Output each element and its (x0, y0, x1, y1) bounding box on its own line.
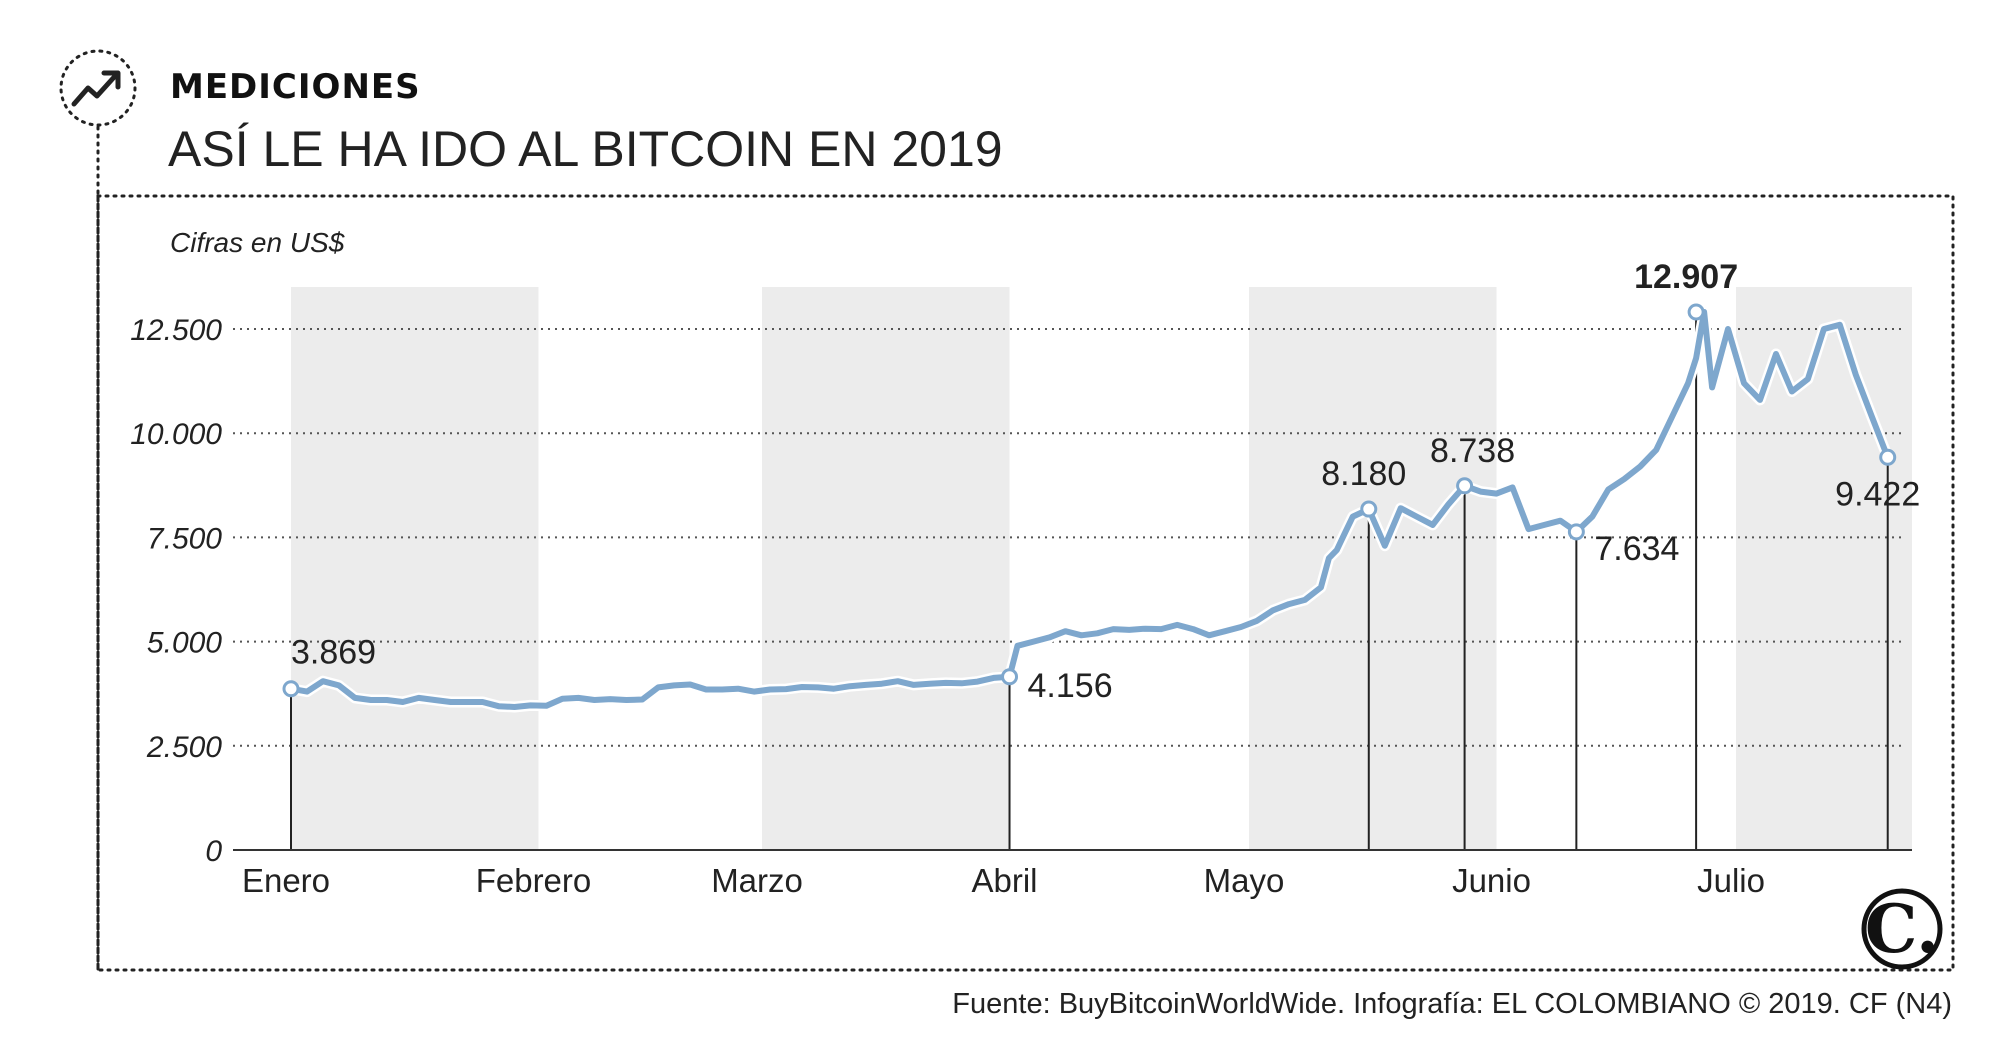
month-band-mayo (1249, 287, 1497, 850)
annotation-marker (1360, 500, 1378, 518)
annotation-label: 9.422 (1835, 475, 1920, 513)
annotation-labels: 3.869 4.156 8.180 8.738 7.634 12.907 9.422 (291, 258, 1920, 705)
logo-letter: C. (1865, 890, 1939, 968)
series-line (288, 309, 1891, 710)
y-tick-label: 5.000 (147, 627, 222, 660)
y-tick-label: 12.500 (130, 314, 222, 347)
chart-subtitle: Cifras en US$ (170, 227, 345, 258)
annotation-leaders (290, 312, 1889, 850)
series-line-layer (285, 306, 1894, 713)
x-tick-label: Abril (972, 862, 1038, 899)
annotation-marker (1687, 303, 1705, 321)
annotation-marker (1567, 523, 1585, 541)
y-axis-ticks: 0 2.500 5.000 7.500 10.000 12.500 (130, 314, 222, 868)
x-tick-label: Febrero (476, 862, 592, 899)
source-note: Fuente: BuyBitcoinWorldWide. Infografía:… (952, 988, 1952, 1020)
annotation-label: 7.634 (1594, 530, 1679, 568)
x-tick-label: Junio (1452, 862, 1531, 899)
trending-up-icon (59, 49, 137, 127)
annotation-label: 3.869 (291, 634, 376, 672)
y-tick-label: 2.500 (146, 731, 222, 764)
chart-frame (96, 194, 1955, 972)
x-axis-ticks: Enero Febrero Marzo Abril Mayo Junio Julio (242, 862, 1765, 899)
annotation-markers (282, 303, 1897, 698)
annotation-label: 12.907 (1634, 258, 1738, 296)
annotation-marker (1456, 477, 1474, 495)
y-tick-label: 0 (205, 835, 222, 868)
x-tick-label: Julio (1697, 862, 1765, 899)
chart-title: ASÍ LE HA IDO AL BITCOIN EN 2019 (168, 121, 1003, 177)
x-tick-label: Mayo (1204, 862, 1285, 899)
annotation-marker (1879, 448, 1897, 466)
gridlines (233, 328, 1905, 747)
annotation-marker (1001, 668, 1019, 686)
month-band-marzo (762, 287, 1010, 850)
annotation-label: 4.156 (1028, 667, 1113, 705)
x-tick-label: Marzo (711, 862, 803, 899)
y-tick-label: 10.000 (130, 418, 222, 451)
annotation-label: 8.738 (1430, 432, 1515, 470)
annotation-marker (282, 680, 300, 698)
y-tick-label: 7.500 (147, 522, 222, 555)
el-colombiano-logo: C. (1861, 888, 1943, 970)
month-band-enero (291, 287, 539, 850)
month-bands (291, 287, 1912, 850)
month-band-julio (1736, 287, 1912, 850)
annotation-label: 8.180 (1321, 455, 1406, 493)
kicker: MEDICIONES (170, 67, 421, 107)
x-tick-label: Enero (242, 862, 330, 899)
